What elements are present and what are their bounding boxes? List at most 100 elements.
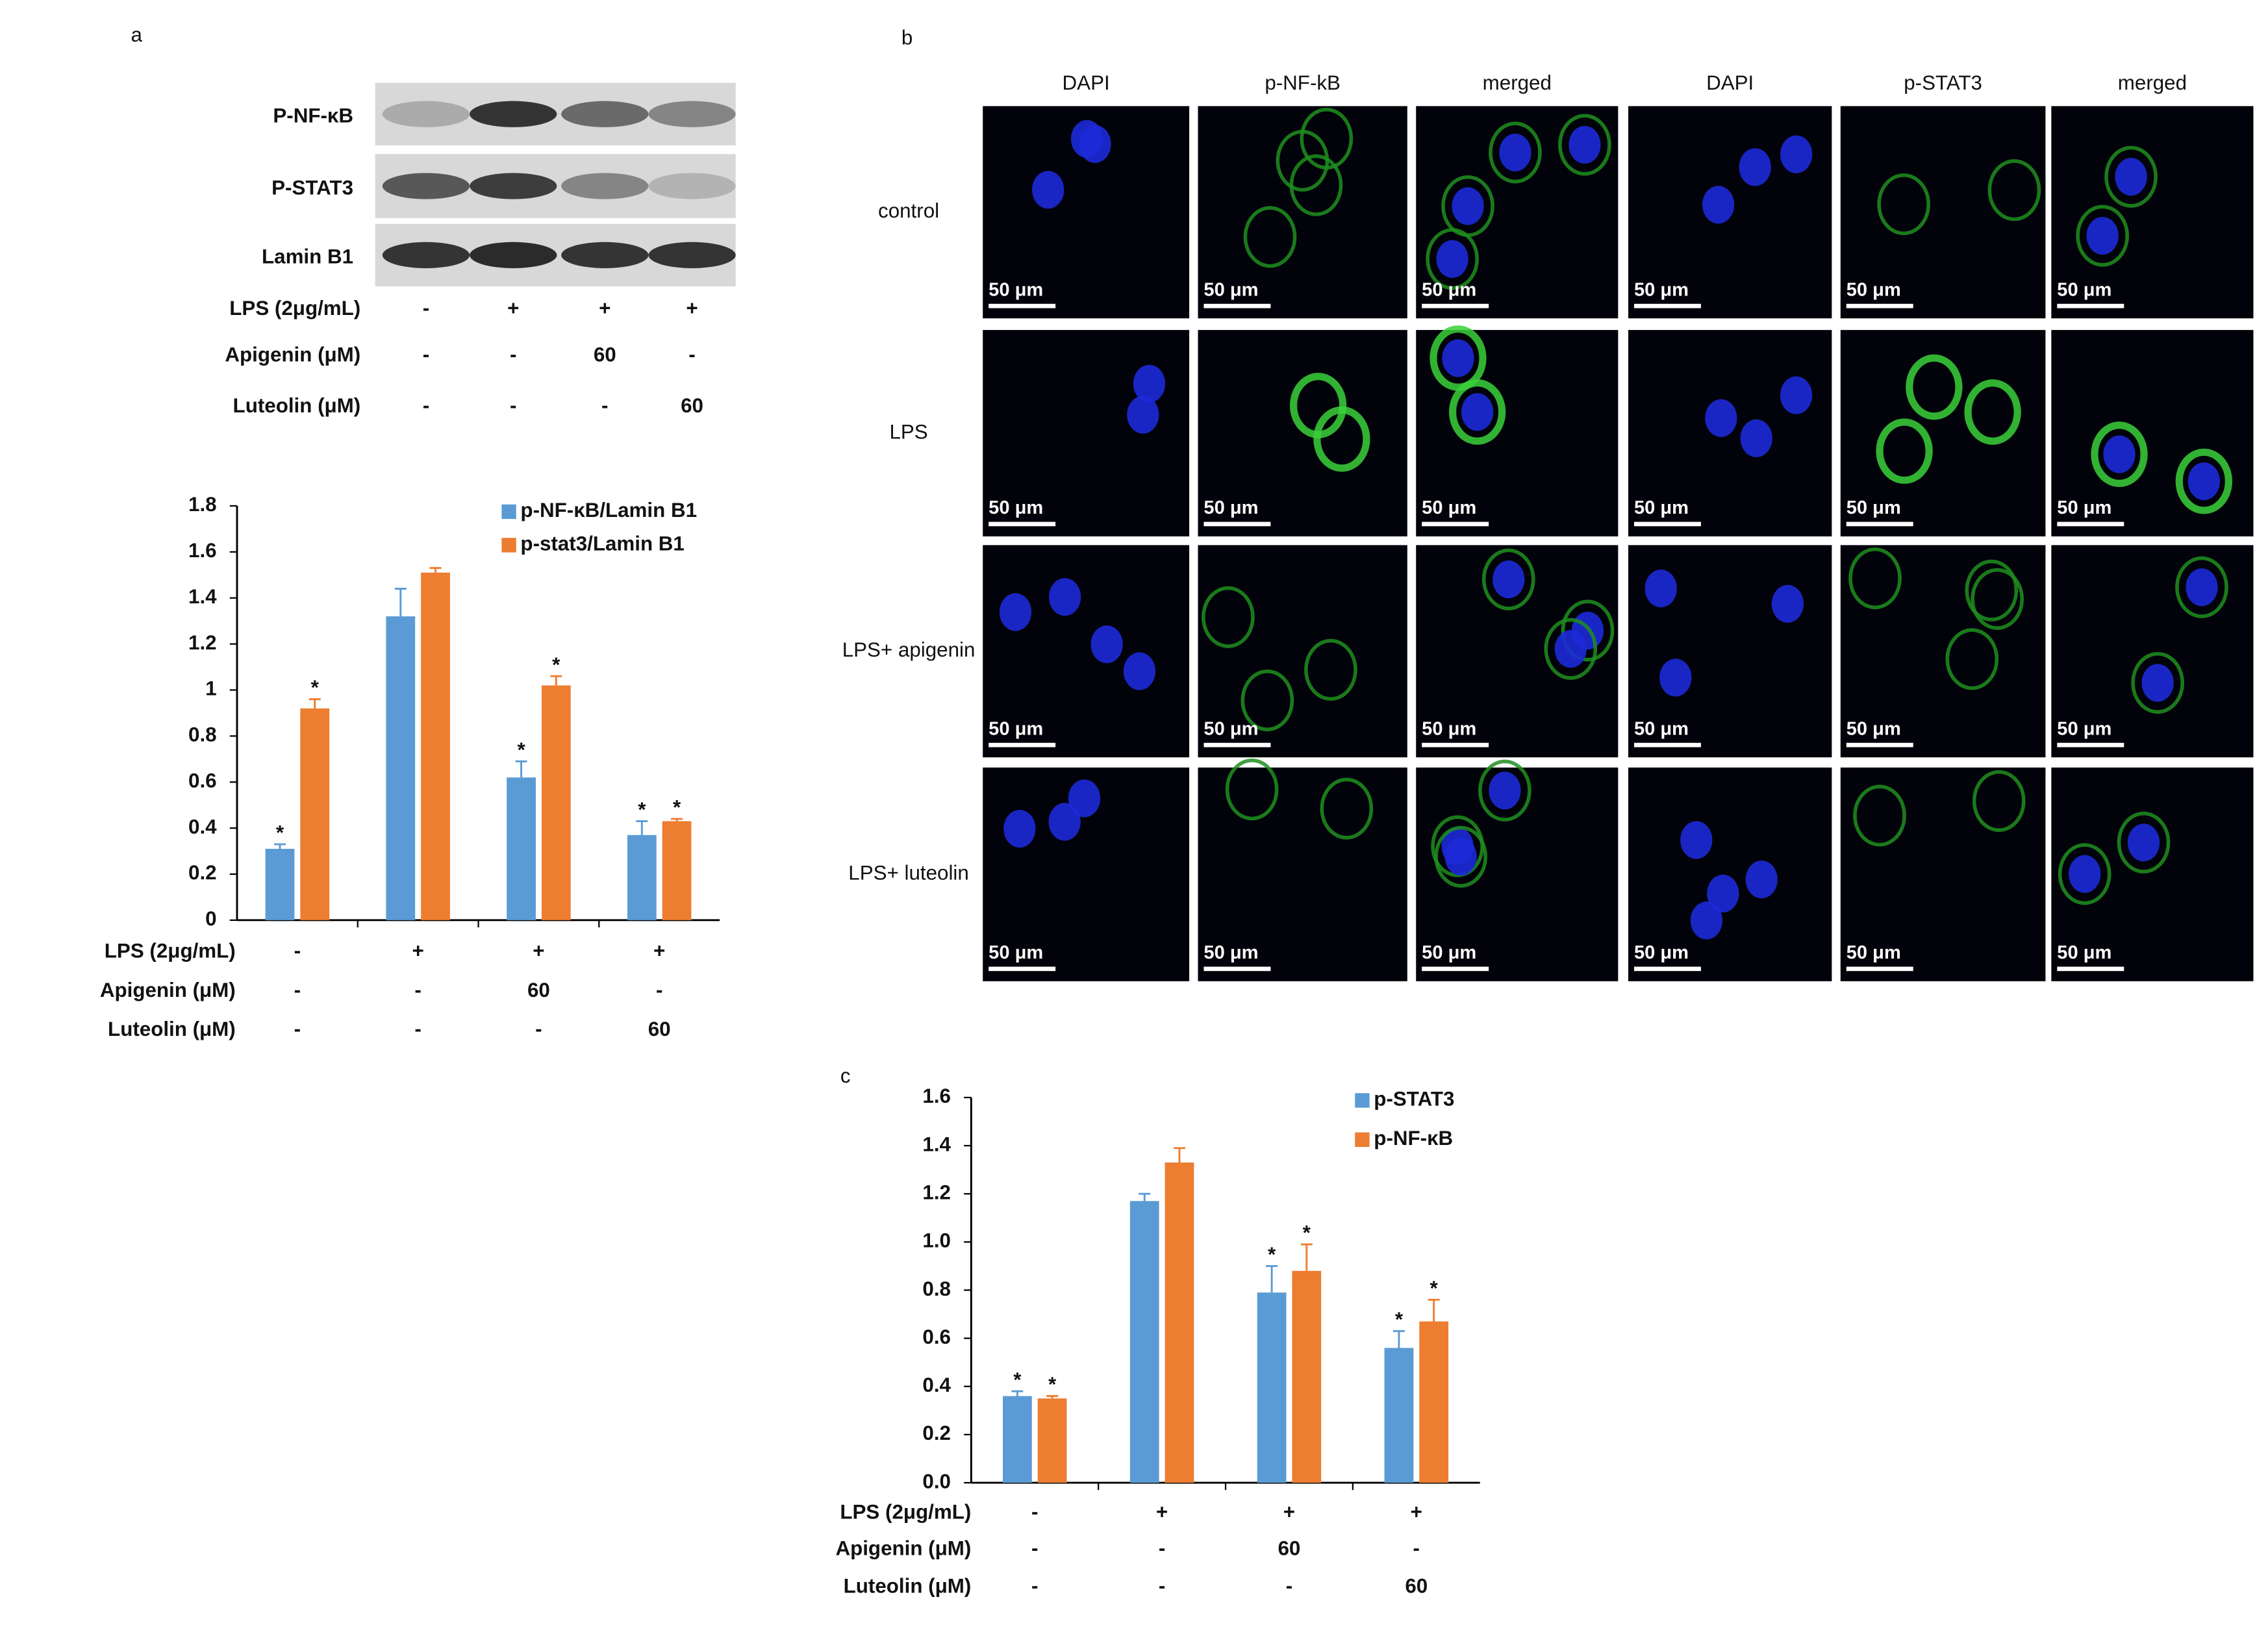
nucleus — [2115, 158, 2147, 196]
blot-band — [648, 242, 736, 268]
nucleus — [1048, 578, 1081, 616]
treatment-value: - — [294, 939, 301, 962]
y-tick-label: 0.0 — [922, 1470, 951, 1492]
treatment-value: 60 — [1278, 1537, 1301, 1559]
scale-bar-label: 50 μm — [1422, 279, 1476, 300]
error-bar — [1428, 1298, 1440, 1322]
error-bar — [1392, 1330, 1405, 1348]
row-label: control — [878, 199, 939, 222]
treatment-value: - — [656, 979, 662, 1001]
y-tick-label: 1.8 — [188, 493, 217, 516]
cell-stain — [2117, 811, 2171, 874]
treatment-label: Luteolin (μM) — [233, 394, 361, 417]
cell-stain — [1489, 121, 1542, 184]
y-tick-label: 0.2 — [188, 861, 217, 884]
scale-bar-label: 50 μm — [2057, 279, 2111, 300]
scale-bar — [1422, 966, 1489, 972]
scale-bar-label: 50 μm — [1203, 718, 1258, 739]
cell-stain — [1313, 406, 1370, 472]
cell-stain — [1202, 586, 1255, 648]
bar — [1292, 1270, 1322, 1483]
y-tick-label: 1.2 — [188, 631, 217, 654]
error-bar — [309, 698, 321, 709]
cell-stain — [1481, 548, 1535, 610]
nucleus — [1070, 119, 1103, 158]
error-bar — [1173, 1147, 1185, 1163]
nucleus — [1442, 339, 1474, 377]
scale-bar — [1633, 303, 1701, 308]
nucleus — [999, 593, 1032, 631]
y-tick-label: 0.4 — [188, 815, 217, 838]
scale-bar-label: 50 μm — [1634, 718, 1689, 739]
scale-bar-label: 50 μm — [1846, 942, 1901, 963]
micrograph — [1198, 330, 1407, 536]
column-header: merged — [2118, 71, 2187, 94]
cell-stain — [1561, 599, 1615, 662]
scale-bar — [2057, 966, 2124, 972]
nucleus — [1068, 779, 1101, 818]
legend-swatch — [501, 504, 516, 520]
blot-row-label: P-NF-κB — [273, 104, 353, 127]
bar — [662, 821, 692, 920]
nucleus — [1780, 376, 1813, 414]
treatment-value: - — [1413, 1537, 1420, 1559]
column-header: p-NF-kB — [1265, 71, 1341, 94]
micrograph — [1840, 106, 2046, 319]
blot-band — [561, 173, 649, 199]
scale-bar — [1846, 742, 1913, 748]
column-header: DAPI — [1706, 71, 1754, 94]
treatment-value: + — [1411, 1500, 1422, 1523]
treatment-value: + — [1156, 1500, 1168, 1523]
significance-mark: * — [1303, 1222, 1311, 1244]
treatment-value: 60 — [527, 979, 550, 1001]
significance-mark: * — [638, 798, 646, 821]
nucleus — [2187, 462, 2220, 501]
scale-bar-label: 50 μm — [2057, 497, 2111, 518]
nucleus — [1499, 133, 1531, 171]
treatment-label: LPS (2μg/mL) — [105, 939, 236, 962]
treatment-label: Luteolin (μM) — [108, 1018, 236, 1040]
scale-bar-label: 50 μm — [989, 279, 1043, 300]
nucleus — [1436, 240, 1468, 278]
treatment-value: - — [423, 297, 429, 320]
nucleus — [1771, 585, 1804, 623]
scale-bar — [1422, 522, 1489, 527]
nucleus — [2127, 824, 2160, 862]
cell-stain — [1987, 159, 2041, 221]
error-bar — [1300, 1243, 1313, 1271]
panel-label: c — [840, 1064, 851, 1087]
cell-stain — [1304, 638, 1357, 701]
nucleus — [1003, 810, 1036, 848]
significance-mark: * — [276, 822, 284, 844]
nucleus — [1444, 838, 1477, 876]
treatment-value: - — [601, 394, 608, 417]
scale-bar — [2057, 742, 2124, 748]
legend-label: p-stat3/Lamin B1 — [520, 533, 684, 555]
scale-bar-label: 50 μm — [1203, 279, 1258, 300]
cell-stain — [1877, 173, 1931, 236]
significance-mark: * — [1048, 1373, 1057, 1396]
scale-bar — [1846, 303, 1913, 308]
error-bar — [274, 843, 286, 849]
nucleus — [1090, 625, 1123, 664]
treatment-value: + — [653, 939, 665, 962]
bar — [1165, 1163, 1194, 1483]
nucleus — [1489, 772, 1521, 810]
bar — [386, 616, 416, 920]
treatment-value: + — [686, 297, 698, 320]
blot-row-label: P-STAT3 — [271, 176, 353, 199]
nucleus — [1690, 901, 1723, 940]
significance-mark: * — [1395, 1308, 1404, 1331]
scale-bar — [1422, 303, 1489, 308]
row-label: LPS — [889, 420, 927, 443]
scale-bar — [1203, 522, 1271, 527]
y-tick-label: 1.0 — [922, 1229, 951, 1252]
treatment-value: + — [507, 297, 519, 320]
blot-band — [561, 242, 649, 268]
cell-stain — [1853, 785, 1906, 847]
treatment-label: LPS (2μg/mL) — [229, 297, 360, 320]
cell-stain — [2175, 556, 2228, 618]
scale-bar — [1633, 966, 1701, 972]
legend-label: p-STAT3 — [1374, 1088, 1454, 1111]
